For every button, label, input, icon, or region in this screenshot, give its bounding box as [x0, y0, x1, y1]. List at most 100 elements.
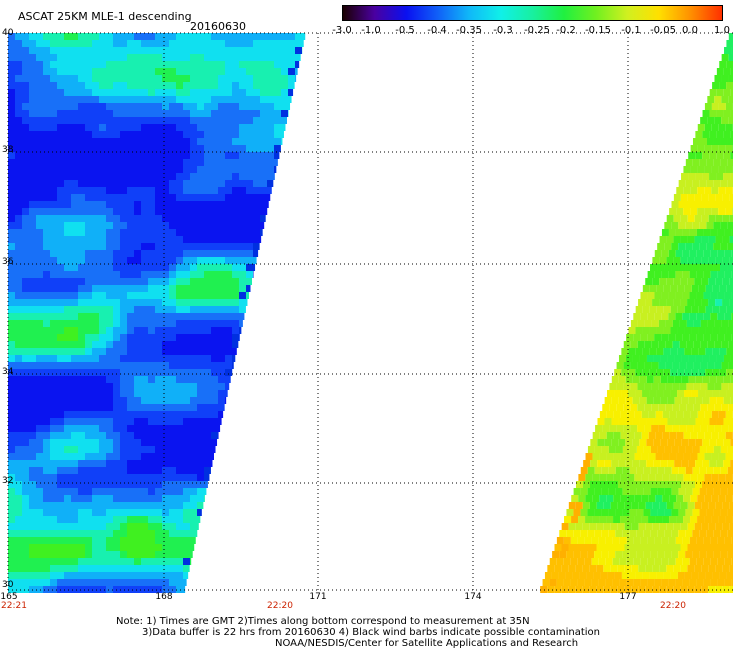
swath-cell	[656, 369, 664, 376]
swath-cell	[36, 488, 43, 495]
swath-cell	[29, 348, 36, 355]
swath-cell	[78, 187, 85, 194]
swath-cell	[15, 131, 22, 138]
swath-cell	[232, 138, 239, 145]
swath-cell	[57, 369, 64, 376]
swath-cell	[127, 390, 134, 397]
swath-cell	[681, 173, 689, 180]
swath-cell	[8, 166, 15, 173]
swath-cell	[176, 166, 183, 173]
swath-cell	[29, 152, 36, 159]
swath-cell	[197, 341, 204, 348]
swath-cell	[78, 117, 85, 124]
swath-cell	[176, 551, 183, 558]
swath-cell	[106, 313, 113, 320]
swath-cell	[563, 579, 571, 586]
swath-cell	[22, 89, 29, 96]
swath-cell	[717, 558, 725, 565]
swath-cell	[693, 362, 701, 369]
swath-cell	[162, 131, 169, 138]
swath-cell	[148, 320, 155, 327]
swath-cell	[29, 495, 36, 502]
swath-cell	[43, 495, 50, 502]
swath-cell	[92, 40, 99, 47]
swath-cell	[675, 334, 683, 341]
swath-cell	[681, 355, 689, 362]
swath-cell	[169, 544, 176, 551]
swath-cell	[650, 509, 658, 516]
swath-cell	[169, 208, 176, 215]
swath-cell	[604, 439, 612, 446]
swath-cell	[685, 180, 693, 187]
swath-cell	[155, 103, 162, 110]
swath-cell	[127, 530, 134, 537]
swath-cell	[141, 488, 148, 495]
swath-cell	[211, 306, 218, 313]
swath-cell	[15, 110, 22, 117]
swath-cell	[651, 320, 659, 327]
swath-cell	[64, 341, 71, 348]
swath-cell	[565, 572, 573, 579]
swath-cell	[141, 271, 148, 278]
swath-cell	[106, 586, 113, 593]
swath-cell	[162, 159, 169, 166]
swath-cell	[71, 523, 78, 530]
swath-cell	[630, 383, 638, 390]
swath-cell	[71, 418, 78, 425]
swath-cell	[78, 236, 85, 243]
swath-cell	[601, 509, 609, 516]
swath-cell	[134, 488, 141, 495]
swath-cell	[99, 376, 106, 383]
swath-cell	[665, 362, 673, 369]
swath-cell	[634, 474, 642, 481]
swath-cell	[92, 474, 99, 481]
swath-cell	[176, 236, 183, 243]
swath-cell	[695, 173, 703, 180]
swath-cell	[246, 299, 248, 306]
swath-cell	[232, 145, 239, 152]
swath-cell	[197, 327, 204, 334]
swath-cell	[197, 418, 204, 425]
swath-cell	[99, 124, 106, 131]
swath-cell	[36, 75, 43, 82]
swath-cell	[730, 173, 733, 180]
swath-cell	[699, 243, 707, 250]
swath-cell	[730, 152, 733, 159]
swath-cell	[106, 544, 113, 551]
swath-cell	[232, 306, 239, 313]
swath-cell	[169, 40, 176, 47]
swath-cell	[597, 418, 605, 425]
swath-cell	[36, 348, 43, 355]
swath-cell	[99, 222, 106, 229]
swath-cell	[710, 579, 718, 586]
swath-cell	[85, 61, 92, 68]
swath-cell	[8, 313, 15, 320]
swath-cell	[634, 432, 642, 439]
swath-cell	[22, 348, 29, 355]
swath-cell	[218, 264, 225, 271]
swath-cell	[190, 33, 197, 40]
swath-cell	[684, 306, 692, 313]
swath-cell	[43, 145, 50, 152]
swath-cell	[246, 138, 253, 145]
swath-cell	[43, 166, 50, 173]
swath-cell	[162, 488, 169, 495]
swath-cell	[691, 285, 699, 292]
swath-cell	[596, 502, 604, 509]
swath-cell	[190, 103, 197, 110]
swath-cell	[99, 530, 106, 537]
swath-cell	[141, 306, 148, 313]
swath-cell	[99, 61, 106, 68]
swath-cell	[637, 404, 645, 411]
swath-cell	[190, 68, 197, 75]
swath-cell	[267, 131, 274, 138]
swath-cell	[204, 131, 211, 138]
swath-cell	[57, 103, 64, 110]
swath-cell	[675, 579, 683, 586]
swath-cell	[8, 558, 15, 565]
swath-cell	[225, 110, 232, 117]
swath-cell	[225, 138, 232, 145]
swath-cell	[622, 509, 630, 516]
swath-cell	[204, 201, 211, 208]
swath-cell	[651, 362, 659, 369]
